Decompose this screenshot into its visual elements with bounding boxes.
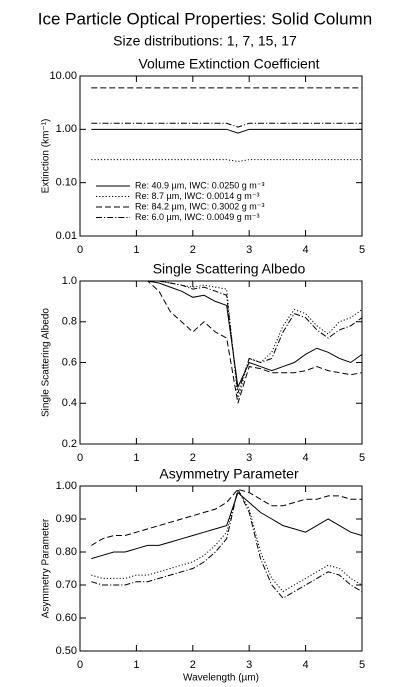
x-tick-label: 4 (303, 659, 309, 671)
x-tick-label: 1 (133, 659, 139, 671)
panel-title: Volume Extinction Coefficient (138, 56, 319, 72)
series-line (91, 159, 362, 162)
y-tick-label: 1.0 (62, 275, 77, 287)
x-tick-label: 5 (359, 244, 365, 256)
plot-frame (79, 280, 363, 445)
series-line (91, 122, 362, 128)
x-tick-label: 3 (246, 659, 252, 671)
y-tick-label: 1.00 (56, 480, 77, 492)
y-tick-label: 0.90 (56, 513, 77, 525)
x-tick-label: 1 (133, 452, 139, 464)
y-tick-label: 0.01 (56, 230, 77, 242)
series-line (91, 128, 362, 134)
y-tick-label: 0.60 (56, 612, 77, 624)
x-tick-label: 1 (133, 244, 139, 256)
x-tick-label: 0 (77, 659, 83, 671)
x-tick-label: 5 (359, 452, 365, 464)
plot-frame (79, 485, 363, 652)
y-tick-label: 0.4 (62, 397, 77, 409)
series-line (91, 487, 363, 593)
legend-label: Re: 84.2 µm, IWC: 0.3002 g m⁻³ (135, 201, 264, 211)
y-axis-label: Extinction (km⁻¹) (41, 119, 52, 194)
y-tick-label: 0.70 (56, 579, 77, 591)
x-tick-label: 0 (77, 452, 83, 464)
plot-frame (79, 75, 363, 237)
x-tick-label: 3 (246, 244, 252, 256)
x-tick-label: 0 (77, 244, 83, 256)
panel-title: Asymmetry Parameter (159, 466, 299, 482)
x-axis-label: Wavelength (µm) (183, 673, 259, 684)
x-tick-label: 4 (303, 452, 309, 464)
x-tick-label: 4 (303, 244, 309, 256)
y-axis-label: Single Scattering Albedo (41, 308, 52, 417)
legend-label: Re: 40.9 µm, IWC: 0.0250 g m⁻³ (135, 180, 264, 190)
y-tick-label: 0.6 (62, 356, 77, 368)
x-tick-label: 2 (190, 452, 196, 464)
y-axis-label: Asymmetry Parameter (41, 518, 52, 618)
panel-title: Single Scattering Albedo (153, 261, 306, 277)
series-line (91, 280, 363, 400)
series-line (91, 487, 363, 599)
x-tick-label: 5 (359, 659, 365, 671)
y-tick-label: 0.80 (56, 546, 77, 558)
page-subtitle: Size distributions: 1, 7, 15, 17 (113, 33, 297, 49)
y-tick-label: 0.10 (56, 177, 77, 189)
y-tick-label: 10.00 (49, 70, 77, 82)
series-line (91, 280, 363, 394)
legend-label: Re: 8.7 µm, IWC: 0.0014 g m⁻³ (135, 191, 259, 201)
y-tick-label: 0.50 (56, 645, 77, 657)
x-tick-label: 3 (246, 452, 252, 464)
x-tick-label: 2 (190, 244, 196, 256)
series-line (91, 280, 363, 404)
y-tick-label: 1.00 (56, 123, 77, 135)
series-line (91, 491, 363, 560)
y-tick-label: 0.8 (62, 316, 77, 328)
series-line (91, 488, 362, 546)
x-tick-label: 2 (190, 659, 196, 671)
page-title: Ice Particle Optical Properties: Solid C… (38, 9, 372, 28)
y-tick-label: 0.2 (62, 438, 77, 450)
legend-label: Re: 6.0 µm, IWC: 0.0049 g m⁻³ (135, 212, 259, 222)
